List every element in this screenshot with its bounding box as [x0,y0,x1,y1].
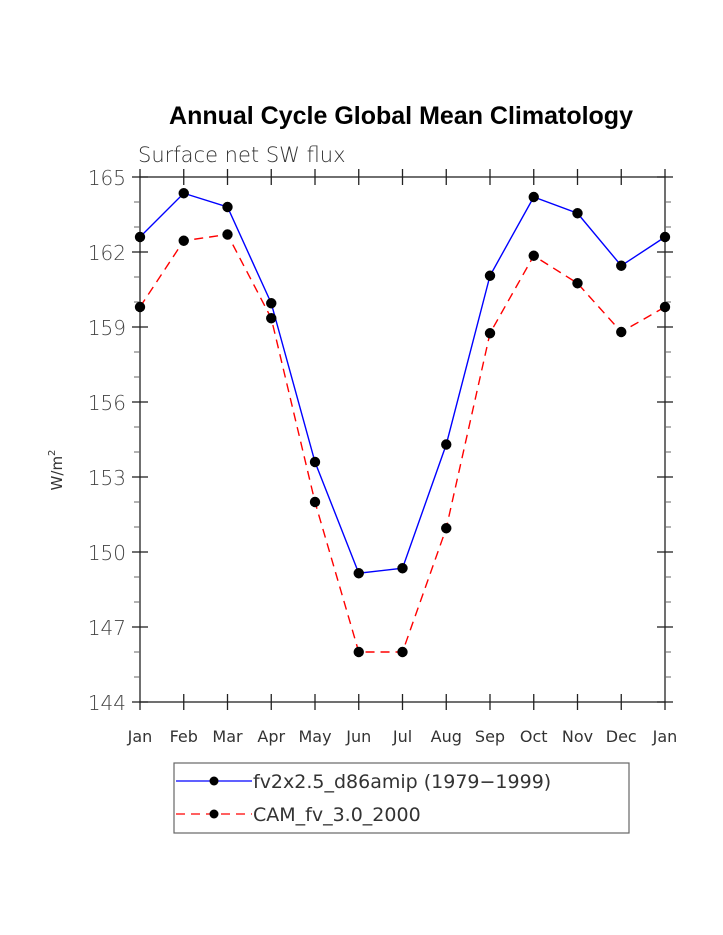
data-point [353,568,364,579]
data-point [484,270,496,281]
x-tick-label: Feb [170,727,198,746]
data-point [222,201,233,213]
data-point [659,301,671,313]
y-tick-label: 159 [88,316,126,340]
legend-marker-series-2 [209,809,219,819]
x-tick-label: Jul [392,727,412,746]
data-point [616,326,627,338]
chart-subtitle: Surface net SW flux [138,143,346,167]
data-point [572,278,583,289]
y-tick-label: 147 [88,616,126,640]
y-axis-label-unit: W/m [48,456,66,491]
x-tick-label: Nov [562,727,593,746]
plot-frame [139,176,666,703]
axes: 144 147 150 153 156 159 162 165 Jan Feb Mar Apr May J… [88,166,678,746]
data-point [178,188,189,199]
x-tick-label: Jun [345,727,371,746]
y-axis-label-superscript: 2 [47,450,58,456]
data-point [528,250,539,261]
y-tick-label: 153 [88,466,126,490]
y-tick-label: 165 [88,166,126,190]
y-axis-label: W/m2 [47,450,66,491]
data-point [353,646,364,658]
data-point [484,328,496,339]
x-tick-label: Jan [652,727,678,746]
data-point [309,496,321,508]
x-tick-label: Mar [212,727,243,746]
data-point [397,646,408,658]
legend-box [173,762,630,834]
data-point [659,231,671,243]
data-point [266,298,277,309]
data-point [222,229,233,240]
data-point [178,235,189,246]
data-point [134,231,146,243]
data-point [441,523,452,534]
series-2 [134,229,671,658]
series-line [139,233,666,653]
y-tick-label: 150 [88,541,126,565]
y-tick-label: 156 [88,391,126,415]
data-point [616,260,627,271]
series-1 [134,188,671,579]
data-point [134,301,146,313]
x-tick-label: Apr [257,727,285,746]
x-tick-label: Jan [127,727,153,746]
series-layer [134,188,671,658]
x-tick-label: Dec [606,727,637,746]
data-point [397,563,408,574]
x-tick-label: Sep [475,727,505,746]
data-point [309,456,321,468]
legend-label-series-2: CAM_fv_3.0_2000 [253,804,421,826]
data-point [572,208,583,219]
legend: fv2x2.5_d86amip (1979−1999) CAM_fv_3.0_2… [173,762,630,834]
data-point [441,439,452,450]
data-point [528,191,539,203]
y-tick-label: 162 [88,241,126,265]
data-point [266,313,277,324]
chart-title: Annual Cycle Global Mean Climatology [169,102,633,130]
legend-marker-series-1 [209,776,219,786]
x-tick-label: May [298,727,331,746]
series-line [139,192,666,575]
x-tick-label: Aug [431,727,462,746]
x-tick-label: Oct [520,727,548,746]
legend-label-series-1: fv2x2.5_d86amip (1979−1999) [253,771,551,793]
y-tick-label: 144 [88,691,126,715]
